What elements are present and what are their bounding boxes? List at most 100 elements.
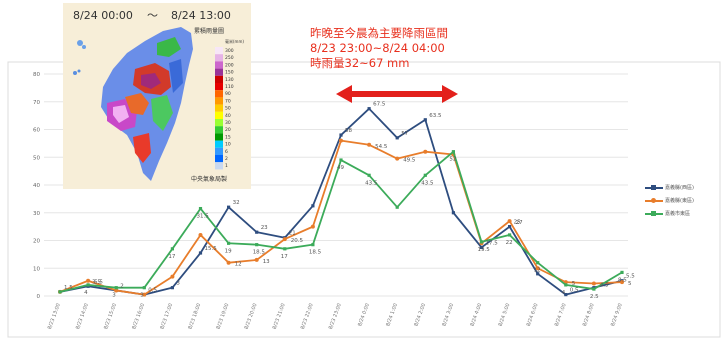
y-axis-ticks: 0 10 20 30 40 50 60 70 80 <box>33 72 41 300</box>
data-label: 23 <box>261 225 268 231</box>
scale-label: 6 <box>225 149 228 155</box>
data-label: 54.5 <box>375 144 388 150</box>
data-label: 5.5 <box>94 280 103 286</box>
data-label: 4 <box>562 290 566 296</box>
scale-label: 110 <box>225 84 234 90</box>
scale-label: 300 <box>225 48 234 54</box>
x-tick-label: 8/24 0:00 <box>357 303 371 328</box>
inset-map-title: 累積雨量圖 <box>194 27 224 35</box>
data-point <box>367 173 371 177</box>
x-tick-label: 8/24 2:00 <box>413 303 427 328</box>
scale-label: 70 <box>225 98 231 104</box>
data-point <box>255 243 259 247</box>
scale-label: 90 <box>225 91 231 97</box>
inset-unit: 毫米(mm) <box>225 38 244 44</box>
scale-label: 50 <box>225 106 231 112</box>
scale-swatch <box>215 47 223 55</box>
data-label: 0.5 <box>570 288 579 294</box>
scale-swatch <box>215 75 223 83</box>
data-point <box>58 290 62 294</box>
legend-item: 嘉義市東區 <box>645 207 694 220</box>
data-point <box>255 230 259 234</box>
scale-swatch <box>215 68 223 76</box>
data-point <box>535 266 540 271</box>
data-label: 43.5 <box>365 180 378 186</box>
data-label: 17.5 <box>486 240 499 246</box>
y-tick-label: 50 <box>33 155 40 161</box>
scale-label: 20 <box>225 127 231 133</box>
data-point <box>564 283 568 287</box>
data-point <box>142 292 147 297</box>
y-tick-label: 60 <box>33 128 40 134</box>
data-point <box>367 142 372 147</box>
data-point <box>227 205 231 209</box>
data-label: 58 <box>345 128 352 134</box>
data-point <box>86 283 90 287</box>
data-label: 57 <box>401 131 408 137</box>
scale-swatch <box>215 104 223 112</box>
scale-swatch <box>215 83 223 91</box>
x-tick-label: 8/23 20:00 <box>244 303 259 331</box>
data-point <box>508 225 512 229</box>
data-point <box>311 243 315 247</box>
chart-frame <box>7 61 721 338</box>
data-point <box>507 219 512 224</box>
scale-swatch <box>215 140 223 148</box>
scale-swatch <box>215 155 223 163</box>
inset-title-right: 8/24 13:00 <box>171 9 231 22</box>
data-label: 8.5 <box>618 277 627 283</box>
data-point <box>310 224 315 229</box>
legend-swatch <box>645 184 663 191</box>
scale-swatch <box>215 162 223 170</box>
legend-item: 嘉義縣(西區) <box>645 181 694 194</box>
scale-label: 15 <box>225 134 231 140</box>
x-tick-label: 8/24 9:00 <box>610 303 624 328</box>
data-point <box>479 240 484 244</box>
y-tick-label: 0 <box>37 294 41 300</box>
scale-label: 1 <box>225 163 228 169</box>
legend-label: 嘉義市東區 <box>665 211 691 217</box>
data-label: 67.5 <box>373 102 386 108</box>
x-tick-label: 8/24 7:00 <box>554 303 568 328</box>
data-point <box>198 232 203 237</box>
data-label: 2 <box>120 283 124 289</box>
annotation-line-3: 時雨量32~67 mm <box>310 56 410 70</box>
y-tick-label: 40 <box>33 183 40 189</box>
data-label: 25 <box>514 220 521 226</box>
data-label: 3.5 <box>92 279 101 285</box>
data-point <box>254 257 259 262</box>
data-point <box>479 245 484 250</box>
data-label: 4 <box>84 290 88 296</box>
rainfall-map-inset: 8/24 00:00 ～ 8/24 13:00 累積雨量圖 毫米(mm) 300… <box>63 3 251 189</box>
series-lines <box>58 107 624 297</box>
data-label: 49.5 <box>403 158 416 164</box>
data-label: 27 <box>516 220 523 226</box>
chart-legend: 嘉義縣(西區) 嘉義縣(東區) 嘉義市東區 <box>645 181 694 220</box>
data-label: 52 <box>449 157 456 163</box>
x-tick-label: 8/23 16:00 <box>131 303 146 331</box>
data-point <box>423 118 427 122</box>
scale-swatch <box>215 111 223 119</box>
x-tick-label: 8/23 14:00 <box>75 303 90 331</box>
data-point <box>114 288 119 293</box>
data-point <box>198 251 203 255</box>
data-point <box>564 293 568 297</box>
data-point <box>282 237 287 242</box>
x-tick-label: 8/23 15:00 <box>103 303 118 331</box>
data-label: 12 <box>534 268 541 274</box>
data-point <box>395 205 399 209</box>
data-point <box>620 280 624 285</box>
data-label: 3 <box>140 293 144 299</box>
data-label: 63.5 <box>429 113 442 119</box>
x-tick-label: 8/23 21:00 <box>272 303 287 331</box>
data-point <box>170 247 174 251</box>
scale-swatch <box>215 126 223 134</box>
data-point <box>86 278 91 283</box>
data-point <box>508 233 512 237</box>
scale-swatch <box>215 61 223 69</box>
data-label: 5 <box>628 281 632 287</box>
data-point <box>395 156 400 161</box>
data-label: 0.5 <box>148 288 157 294</box>
